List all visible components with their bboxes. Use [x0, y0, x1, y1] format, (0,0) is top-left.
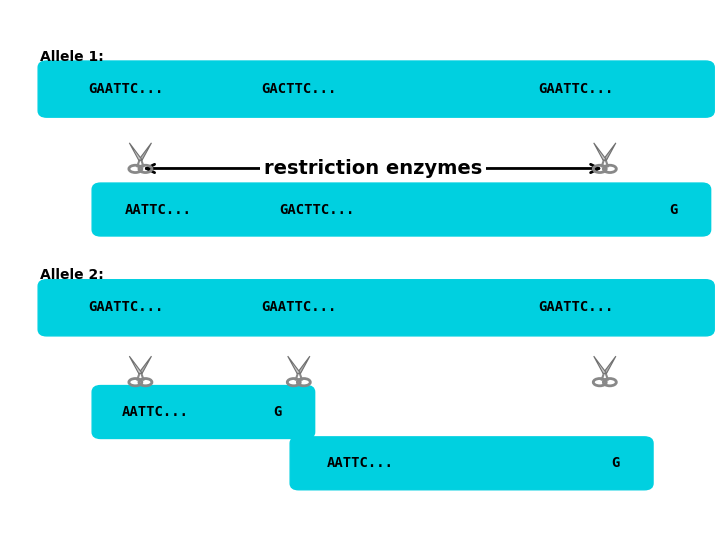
- Text: Allele 2:: Allele 2:: [40, 268, 104, 282]
- FancyBboxPatch shape: [290, 437, 653, 490]
- Text: G: G: [273, 405, 282, 419]
- Text: GAATTC...: GAATTC...: [89, 300, 163, 314]
- Text: GACTTC...: GACTTC...: [279, 202, 354, 217]
- Polygon shape: [603, 143, 616, 160]
- Polygon shape: [138, 356, 151, 373]
- Polygon shape: [603, 356, 616, 373]
- Text: AATTC...: AATTC...: [326, 456, 394, 470]
- Text: Allele 1:: Allele 1:: [40, 50, 104, 64]
- FancyBboxPatch shape: [38, 61, 714, 117]
- Text: GAATTC...: GAATTC...: [539, 300, 613, 314]
- FancyBboxPatch shape: [92, 183, 711, 236]
- Polygon shape: [288, 356, 301, 373]
- Polygon shape: [297, 356, 310, 373]
- Polygon shape: [594, 143, 606, 160]
- FancyBboxPatch shape: [92, 386, 315, 438]
- Text: AATTC...: AATTC...: [125, 202, 192, 217]
- Polygon shape: [130, 356, 143, 373]
- Text: GACTTC...: GACTTC...: [261, 82, 336, 96]
- Text: G: G: [611, 456, 620, 470]
- Text: AATTC...: AATTC...: [121, 405, 189, 419]
- FancyBboxPatch shape: [38, 280, 714, 336]
- Text: GAATTC...: GAATTC...: [539, 82, 613, 96]
- Polygon shape: [594, 356, 606, 373]
- Text: GAATTC...: GAATTC...: [261, 300, 336, 314]
- Polygon shape: [130, 143, 143, 160]
- Text: G: G: [669, 202, 678, 217]
- Text: GAATTC...: GAATTC...: [89, 82, 163, 96]
- Text: restriction enzymes: restriction enzymes: [264, 159, 482, 178]
- Polygon shape: [138, 143, 151, 160]
